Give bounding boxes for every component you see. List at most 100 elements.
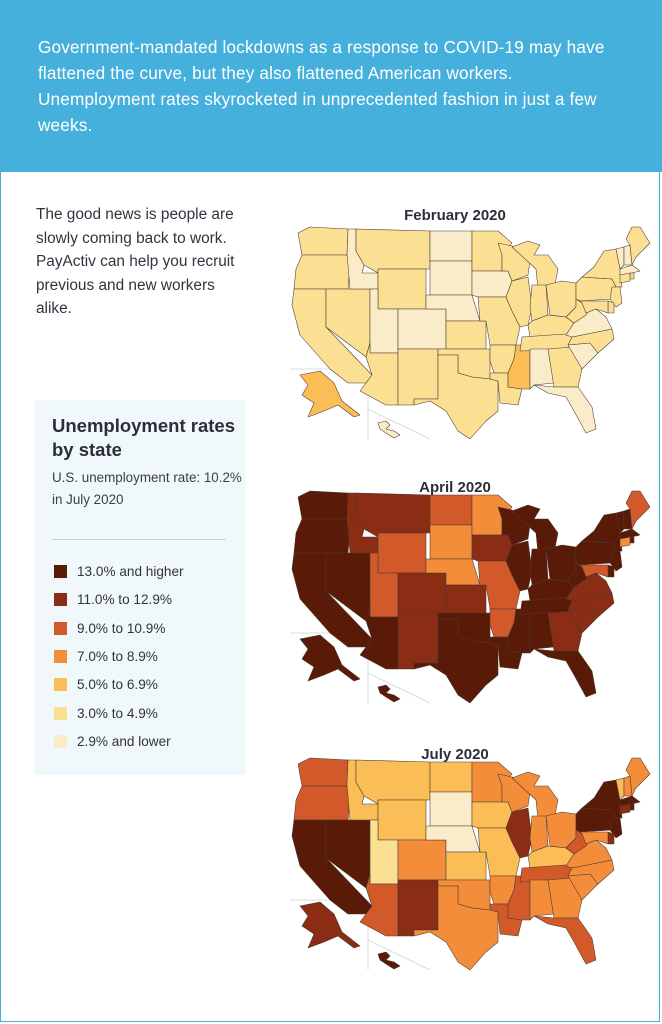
- state-me: [625, 226, 651, 266]
- state-ia: [471, 801, 513, 829]
- state-az: [359, 606, 399, 670]
- state-nj: [609, 286, 623, 308]
- state-al: [529, 348, 555, 390]
- state-or: [293, 785, 351, 821]
- state-nd: [429, 761, 473, 793]
- inset-divider: [367, 408, 431, 440]
- state-ak: [299, 901, 361, 949]
- legend-label: 11.0% to 12.9%: [77, 592, 172, 608]
- state-ak: [299, 370, 361, 418]
- legend-label: 9.0% to 10.9%: [77, 620, 166, 636]
- state-wa: [297, 490, 349, 520]
- map-title-july: July 2020: [421, 746, 489, 763]
- state-co: [397, 308, 447, 350]
- state-hi: [377, 951, 401, 970]
- state-il: [505, 807, 533, 859]
- state-me: [625, 757, 651, 797]
- state-md: [579, 564, 609, 578]
- state-tx: [413, 354, 499, 440]
- state-ga: [547, 610, 583, 652]
- state-ma: [619, 264, 641, 276]
- state-in: [529, 284, 549, 322]
- state-de: [607, 831, 615, 845]
- state-mt: [355, 492, 431, 538]
- state-de: [607, 300, 615, 314]
- state-nd: [429, 230, 473, 262]
- state-mt: [355, 228, 431, 274]
- state-wy: [377, 799, 427, 841]
- state-de: [607, 564, 615, 578]
- state-ks: [445, 584, 487, 614]
- state-nm: [397, 879, 439, 937]
- legend-item: 7.0% to 8.9%: [54, 648, 234, 664]
- state-nd: [429, 494, 473, 526]
- legend-swatch: [54, 734, 67, 748]
- inset-divider: [367, 939, 431, 971]
- state-ga: [547, 877, 583, 919]
- state-or: [293, 518, 351, 554]
- state-co: [397, 839, 447, 881]
- state-wa: [297, 757, 349, 787]
- state-md: [579, 831, 609, 845]
- state-wy: [377, 268, 427, 310]
- state-fl: [533, 915, 597, 965]
- state-ia: [471, 270, 513, 298]
- legend-subtitle: U.S. unemployment rate: 10.2% in July 20…: [52, 470, 242, 507]
- legend-label: 2.9% and lower: [77, 733, 171, 749]
- legend-item: 11.0% to 12.9%: [54, 591, 234, 607]
- state-ma: [619, 528, 641, 540]
- legend-swatch: [54, 593, 67, 607]
- state-co: [397, 572, 447, 614]
- state-ks: [445, 851, 487, 881]
- july-map: [290, 757, 651, 971]
- state-ct: [619, 803, 631, 815]
- legend-label: 5.0% to 6.9%: [77, 677, 158, 693]
- state-me: [625, 490, 651, 530]
- state-fl: [533, 384, 597, 434]
- state-sd: [429, 791, 473, 827]
- state-az: [359, 342, 399, 406]
- state-md: [579, 300, 609, 314]
- state-mi: [511, 771, 559, 821]
- state-ri: [629, 536, 635, 544]
- legend-title: Unemployment rates by state: [52, 415, 235, 460]
- state-mt: [355, 759, 431, 805]
- inset-divider: [367, 672, 431, 704]
- map-title-april: April 2020: [419, 479, 491, 496]
- state-ct: [619, 272, 631, 284]
- map-title-february: February 2020: [404, 207, 506, 224]
- legend-swatch: [54, 678, 67, 692]
- legend-panel: Unemployment rates by state U.S. unemplo…: [34, 400, 246, 775]
- state-hi: [377, 684, 401, 703]
- legend-label: 7.0% to 8.9%: [77, 648, 158, 664]
- legend-swatch: [54, 621, 67, 635]
- good-news-text: The good news is people are slowly comin…: [36, 206, 235, 317]
- legend-label: 3.0% to 4.9%: [77, 705, 158, 721]
- state-ak: [299, 634, 361, 682]
- legend-item: 5.0% to 6.9%: [54, 676, 234, 692]
- intro-banner: Government-mandated lockdowns as a respo…: [0, 0, 662, 172]
- legend-item: 13.0% and higher: [54, 563, 234, 579]
- state-ri: [629, 272, 635, 280]
- state-ri: [629, 803, 635, 811]
- state-ma: [619, 795, 641, 807]
- state-ga: [547, 346, 583, 388]
- state-tx: [413, 885, 499, 971]
- state-nj: [609, 550, 623, 572]
- state-nm: [397, 612, 439, 670]
- state-ia: [471, 534, 513, 562]
- legend-item: 3.0% to 4.9%: [54, 705, 234, 721]
- state-il: [505, 540, 533, 592]
- state-or: [293, 254, 351, 290]
- state-mi: [511, 240, 559, 290]
- state-il: [505, 276, 533, 328]
- intro-text: Government-mandated lockdowns as a respo…: [38, 37, 605, 135]
- february-map: [290, 226, 651, 440]
- state-ks: [445, 320, 487, 350]
- state-wa: [297, 226, 349, 256]
- state-nm: [397, 348, 439, 406]
- state-nj: [609, 817, 623, 839]
- state-in: [529, 815, 549, 853]
- content-frame: [0, 172, 660, 1022]
- legend-swatch: [54, 649, 67, 663]
